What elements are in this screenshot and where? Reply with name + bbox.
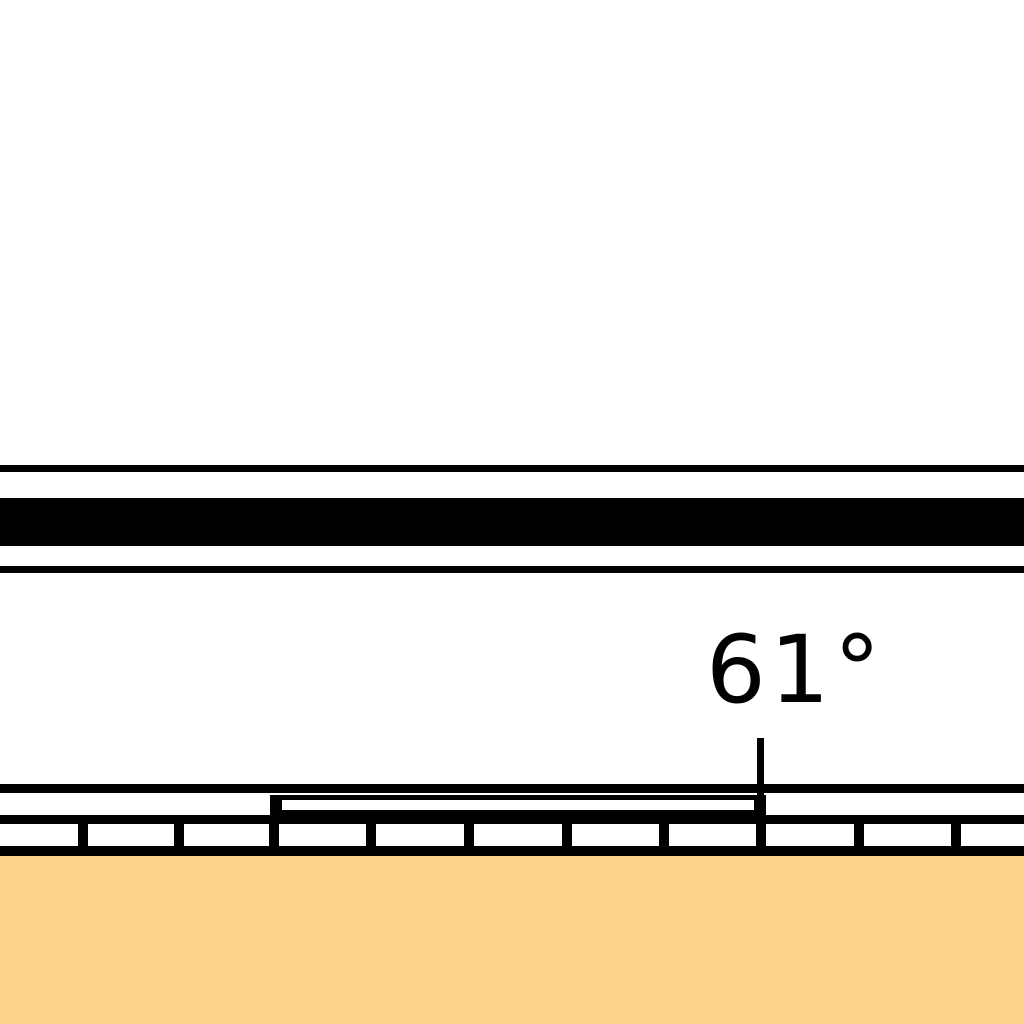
divider bbox=[659, 824, 669, 846]
boundary-strip bbox=[0, 784, 1024, 856]
road-centre-bar bbox=[0, 498, 1024, 546]
strip-top-line bbox=[0, 784, 1024, 793]
divider bbox=[78, 824, 88, 846]
divider bbox=[174, 824, 184, 846]
divider bbox=[854, 824, 864, 846]
divider bbox=[269, 824, 279, 846]
divider bbox=[562, 824, 572, 846]
sand-area bbox=[0, 856, 1024, 1024]
road-edge-bottom bbox=[0, 566, 1024, 573]
strip-mid-line bbox=[0, 815, 1024, 824]
divider bbox=[756, 824, 766, 846]
angle-pointer-tick bbox=[757, 738, 764, 798]
divider bbox=[951, 824, 961, 846]
road-edge-top bbox=[0, 465, 1024, 472]
strip-bottom-line bbox=[0, 846, 1024, 856]
road-band bbox=[0, 465, 1024, 573]
divider bbox=[366, 824, 376, 846]
angle-label: 61° bbox=[706, 616, 885, 725]
strip-dividers bbox=[78, 824, 961, 846]
strip-inner-gap bbox=[282, 800, 754, 810]
divider bbox=[464, 824, 474, 846]
